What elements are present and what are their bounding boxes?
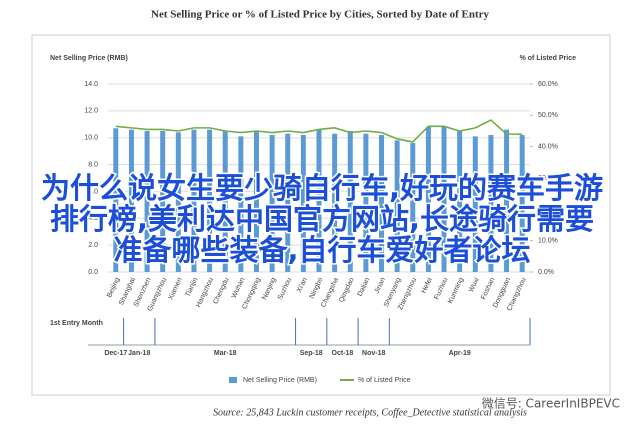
x-tick-label: Jinan	[374, 277, 387, 295]
bar	[316, 129, 322, 272]
x-tick-label: Nanjing	[261, 277, 277, 302]
y-tick-label: 0.0	[88, 269, 98, 276]
overlay-text: 准备哪些装备,自行车爱好者论坛	[113, 233, 530, 267]
y-tick-label: 2.0	[88, 242, 98, 249]
y-tick-label: 8.0	[88, 161, 98, 168]
bar	[238, 136, 244, 272]
timeline-label: Dec-17	[104, 350, 127, 357]
timeline-label: Apr-19	[449, 350, 471, 357]
bar	[191, 129, 197, 272]
bar	[144, 131, 150, 272]
bar	[504, 129, 510, 272]
bar	[285, 133, 291, 272]
x-tick-label: Dalian	[357, 277, 372, 298]
chart-frame	[31, 34, 611, 396]
bar	[128, 129, 134, 272]
y2-tick-label: 50.0%	[538, 112, 558, 119]
x-tick-label: Chengdu	[212, 277, 230, 306]
bar	[519, 135, 525, 272]
y2-tick-label: 40.0%	[538, 144, 558, 151]
bar	[394, 140, 400, 272]
y2-axis-title: % of Listed Price	[520, 55, 577, 62]
timeline-label: Oct-18	[332, 350, 354, 357]
x-tick-label: Ningbo	[309, 277, 325, 300]
x-tick-label: Beijing	[106, 277, 121, 299]
legend-label: Net Selling Price (RMB)	[243, 377, 317, 384]
x-tick-label: Tianjin	[184, 277, 199, 299]
timeline-title: 1st Entry Month	[50, 320, 103, 327]
x-tick-label: Foshan	[480, 277, 496, 301]
timeline-label: Sep-18	[300, 350, 323, 357]
bar	[472, 136, 478, 272]
timeline-label: Mar-18	[214, 350, 237, 357]
overlay-text: 排行榜,美利达中国官方网站,长途骑行需要	[50, 202, 594, 236]
bar	[425, 126, 431, 272]
bar	[160, 131, 166, 272]
overlay-text: 为什么说女生要少骑自行车,好玩的赛车手游	[41, 171, 603, 205]
legend-label: % of Listed Price	[358, 377, 411, 384]
bar	[300, 135, 306, 272]
bar	[379, 135, 385, 272]
y-tick-label: 14.0	[84, 81, 98, 88]
x-tick-label: Wuhan	[231, 277, 247, 300]
x-tick-label: Xi'an	[296, 277, 309, 294]
bar	[441, 126, 447, 272]
bar	[175, 132, 181, 272]
chart-title: Net Selling Price or % of Listed Price b…	[151, 9, 489, 21]
source: Source: 25,843 Luckin customer receipts,…	[213, 407, 527, 418]
y2-tick-label: 20.0%	[538, 206, 558, 213]
x-tick-label: Hefei	[421, 276, 434, 294]
bar	[410, 143, 416, 272]
bar	[207, 129, 213, 272]
bar	[332, 133, 338, 272]
bar	[222, 131, 228, 272]
bar	[488, 135, 494, 272]
x-tick-label: Kunming	[447, 277, 465, 305]
timeline-label: Nov-18	[362, 350, 385, 357]
y2-tick-label: 30.0%	[538, 175, 558, 182]
y2-tick-label: 60.0%	[538, 81, 558, 88]
y2-tick-label: 0.0%	[538, 269, 554, 276]
y-tick-label: 4.0	[88, 215, 98, 222]
bar	[269, 135, 275, 272]
x-tick-label: Suzhou	[277, 277, 293, 302]
legend-swatch	[229, 377, 237, 383]
x-tick-label: Qingdao	[338, 277, 356, 304]
y-tick-label: 6.0	[88, 188, 98, 195]
x-tick-label: Xiamen	[167, 277, 183, 302]
bar	[363, 133, 369, 272]
bar	[113, 128, 119, 272]
y-tick-label: 12.0	[84, 108, 98, 115]
x-tick-label: Wuxi	[468, 276, 481, 293]
bar	[457, 131, 463, 272]
x-tick-label: Fuzhou	[433, 277, 449, 301]
bar	[253, 131, 259, 272]
y2-tick-label: 10.0%	[538, 238, 558, 245]
y-tick-label: 10.0	[84, 135, 98, 142]
line	[115, 119, 523, 143]
timeline-label: Jan-18	[128, 350, 150, 357]
y-axis-title: Net Selling Price (RMB)	[50, 55, 128, 62]
bar	[347, 131, 353, 272]
watermark: 微信号: CareerInIBPEVC	[482, 397, 620, 411]
